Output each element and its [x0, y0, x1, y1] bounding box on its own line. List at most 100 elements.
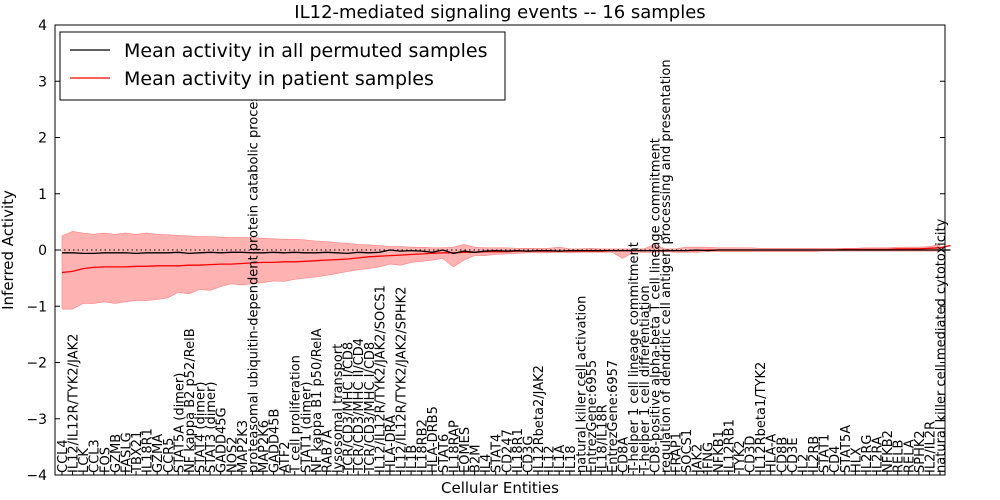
category-label: TCR/CD3/MHC I/CD8: [363, 342, 378, 474]
category-label: FRAP1: [670, 432, 685, 473]
category-label: CCL3: [88, 439, 103, 473]
category-label: NOS2: [225, 437, 240, 473]
category-label: EntrezGene:6955: [585, 360, 600, 473]
category-label: STAT5A (dimer): [172, 373, 187, 473]
category-label: STAT6: [437, 434, 452, 473]
category-label: LCK: [77, 448, 92, 473]
category-label: IL18RAP: [447, 420, 462, 473]
category-label: SPHK2: [913, 430, 928, 473]
category-labels: CCL4IL12/IL12R/TYK2/JAK2LCKCCL3FOSGZMBFA…: [56, 59, 949, 474]
category-label: HLA-DRB5: [426, 406, 441, 473]
category-label: STAT4 (dimer): [194, 382, 209, 473]
category-label: proteasomal ubiquitin-dependent protein …: [246, 88, 261, 473]
category-label: IL2: [797, 454, 812, 473]
category-label: STAT1: [818, 434, 833, 473]
category-label: IL12Rbeta2/JAK2: [532, 365, 547, 473]
category-label: IL12RB1: [722, 419, 737, 473]
category-label: NFKB1: [712, 430, 727, 473]
category-label: HLA-A: [765, 434, 780, 473]
y-tick-label: −1: [26, 299, 47, 315]
legend-box: [59, 31, 506, 101]
category-label: IL1B: [405, 445, 420, 473]
category-label: RELB: [892, 440, 907, 473]
category-label: IL12/IL12R/TYK2/JAK2/SOCS1: [373, 285, 388, 473]
category-label: IL12: [543, 445, 558, 473]
category-label: STAT1 (dimer): [299, 382, 314, 473]
category-label: TBX21: [130, 431, 145, 474]
category-label: CD4: [828, 446, 843, 473]
category-label: IL18R1: [141, 428, 156, 473]
y-ticks: −4 −3 −2 −1 0 1 2 3 4: [26, 18, 945, 484]
band-layer: [61, 231, 941, 310]
category-label: T-helper 1 cell lineage commitment: [627, 242, 642, 474]
category-label: IL18/IL18R: [596, 404, 611, 473]
category-label: CD3G: [521, 436, 536, 473]
category-label: IL2RB: [807, 436, 822, 473]
series-layer: [61, 244, 951, 274]
category-label: FASLG: [120, 432, 135, 473]
plot-frame: [54, 24, 946, 476]
category-label: IL18RB2: [416, 419, 431, 473]
category-label: FOS: [98, 447, 113, 473]
category-label: EntrezGene:6957: [606, 360, 621, 473]
category-label: RAB7A: [321, 429, 336, 473]
y-tick-label: −2: [26, 356, 47, 372]
category-label: NF kappa B2 p52/RelB: [183, 328, 198, 473]
y-tick-label: 0: [38, 243, 47, 259]
category-label: GADD45B: [268, 409, 283, 473]
y-tick-label: −3: [26, 412, 47, 428]
category-label: IL4: [479, 454, 494, 473]
category-label: MAP2K6: [257, 420, 272, 473]
category-label: TYK2: [733, 440, 748, 474]
category-label: IL2/IL2R: [923, 421, 938, 473]
category-label: MAP2K3: [236, 420, 251, 473]
category-label: IFNG: [701, 442, 716, 473]
category-label: IL12Rbeta1/TYK2: [754, 362, 769, 473]
category-label: RELA: [902, 439, 917, 473]
category-label: CD8A: [617, 437, 632, 473]
category-label: IL1A: [553, 445, 568, 473]
category-label: regulation of dendritic cell antigen pro…: [659, 59, 674, 473]
category-label: IL12/IL12R/TYK2/JAK2/SPHK2: [395, 287, 410, 473]
category-label: B2M: [469, 445, 484, 473]
category-label: CD8B: [775, 437, 790, 473]
category-label: STAT4: [490, 434, 505, 473]
category-label: HLX: [849, 447, 864, 473]
category-label: NFKB2: [881, 430, 896, 473]
category-label: CCR5: [162, 438, 177, 473]
y-axis-title: Inferred Activity: [0, 190, 17, 310]
category-label: GADD45G: [215, 407, 230, 473]
category-label: CD247: [500, 429, 515, 473]
category-label: T cell proliferation: [289, 355, 304, 474]
y-tick-label: 3: [38, 74, 47, 90]
category-label: CCL4: [56, 439, 71, 473]
category-label: STAT3 (dimer): [204, 382, 219, 473]
legend-label-patient: Mean activity in patient samples: [124, 68, 434, 90]
category-label: IL18R1: [511, 428, 526, 473]
category-label: JAK2: [691, 444, 706, 474]
y-tick-label: 4: [38, 18, 47, 34]
y-tick-label: 2: [38, 131, 47, 147]
category-label: natural killer cell activation: [574, 296, 589, 473]
legend-label-permuted: Mean activity in all permuted samples: [124, 40, 487, 62]
category-label: IL18: [564, 445, 579, 473]
y-tick-label: 1: [38, 187, 47, 203]
category-label: TCR/CD3/MHC I/CD8: [342, 342, 357, 474]
category-label: natural killer cell mediated cytotoxicit…: [934, 218, 949, 473]
category-label: CD3E: [786, 437, 801, 473]
category-label: IL12/IL12R/TYK2/JAK2: [67, 334, 82, 473]
category-label: SOCS1: [680, 429, 695, 473]
x-axis-title: Cellular Entities: [441, 479, 559, 497]
category-label: ATF2: [278, 441, 293, 473]
category-label: EOMES: [458, 427, 473, 473]
category-label: CD8-positive alpha-beta T cell lineage c…: [648, 138, 663, 473]
category-label: STAT5A: [839, 425, 854, 473]
category-label: GZMA: [151, 434, 166, 473]
patient-spread-band: [61, 231, 941, 310]
category-label: NF kappa B1 p50/RelA: [310, 328, 325, 473]
category-label: CD3D: [744, 436, 759, 473]
category-label: IL2RA: [871, 436, 886, 473]
category-label: T-helper 1 cell differentiation: [638, 285, 653, 474]
legend: Mean activity in all permuted samples Me…: [59, 31, 506, 101]
